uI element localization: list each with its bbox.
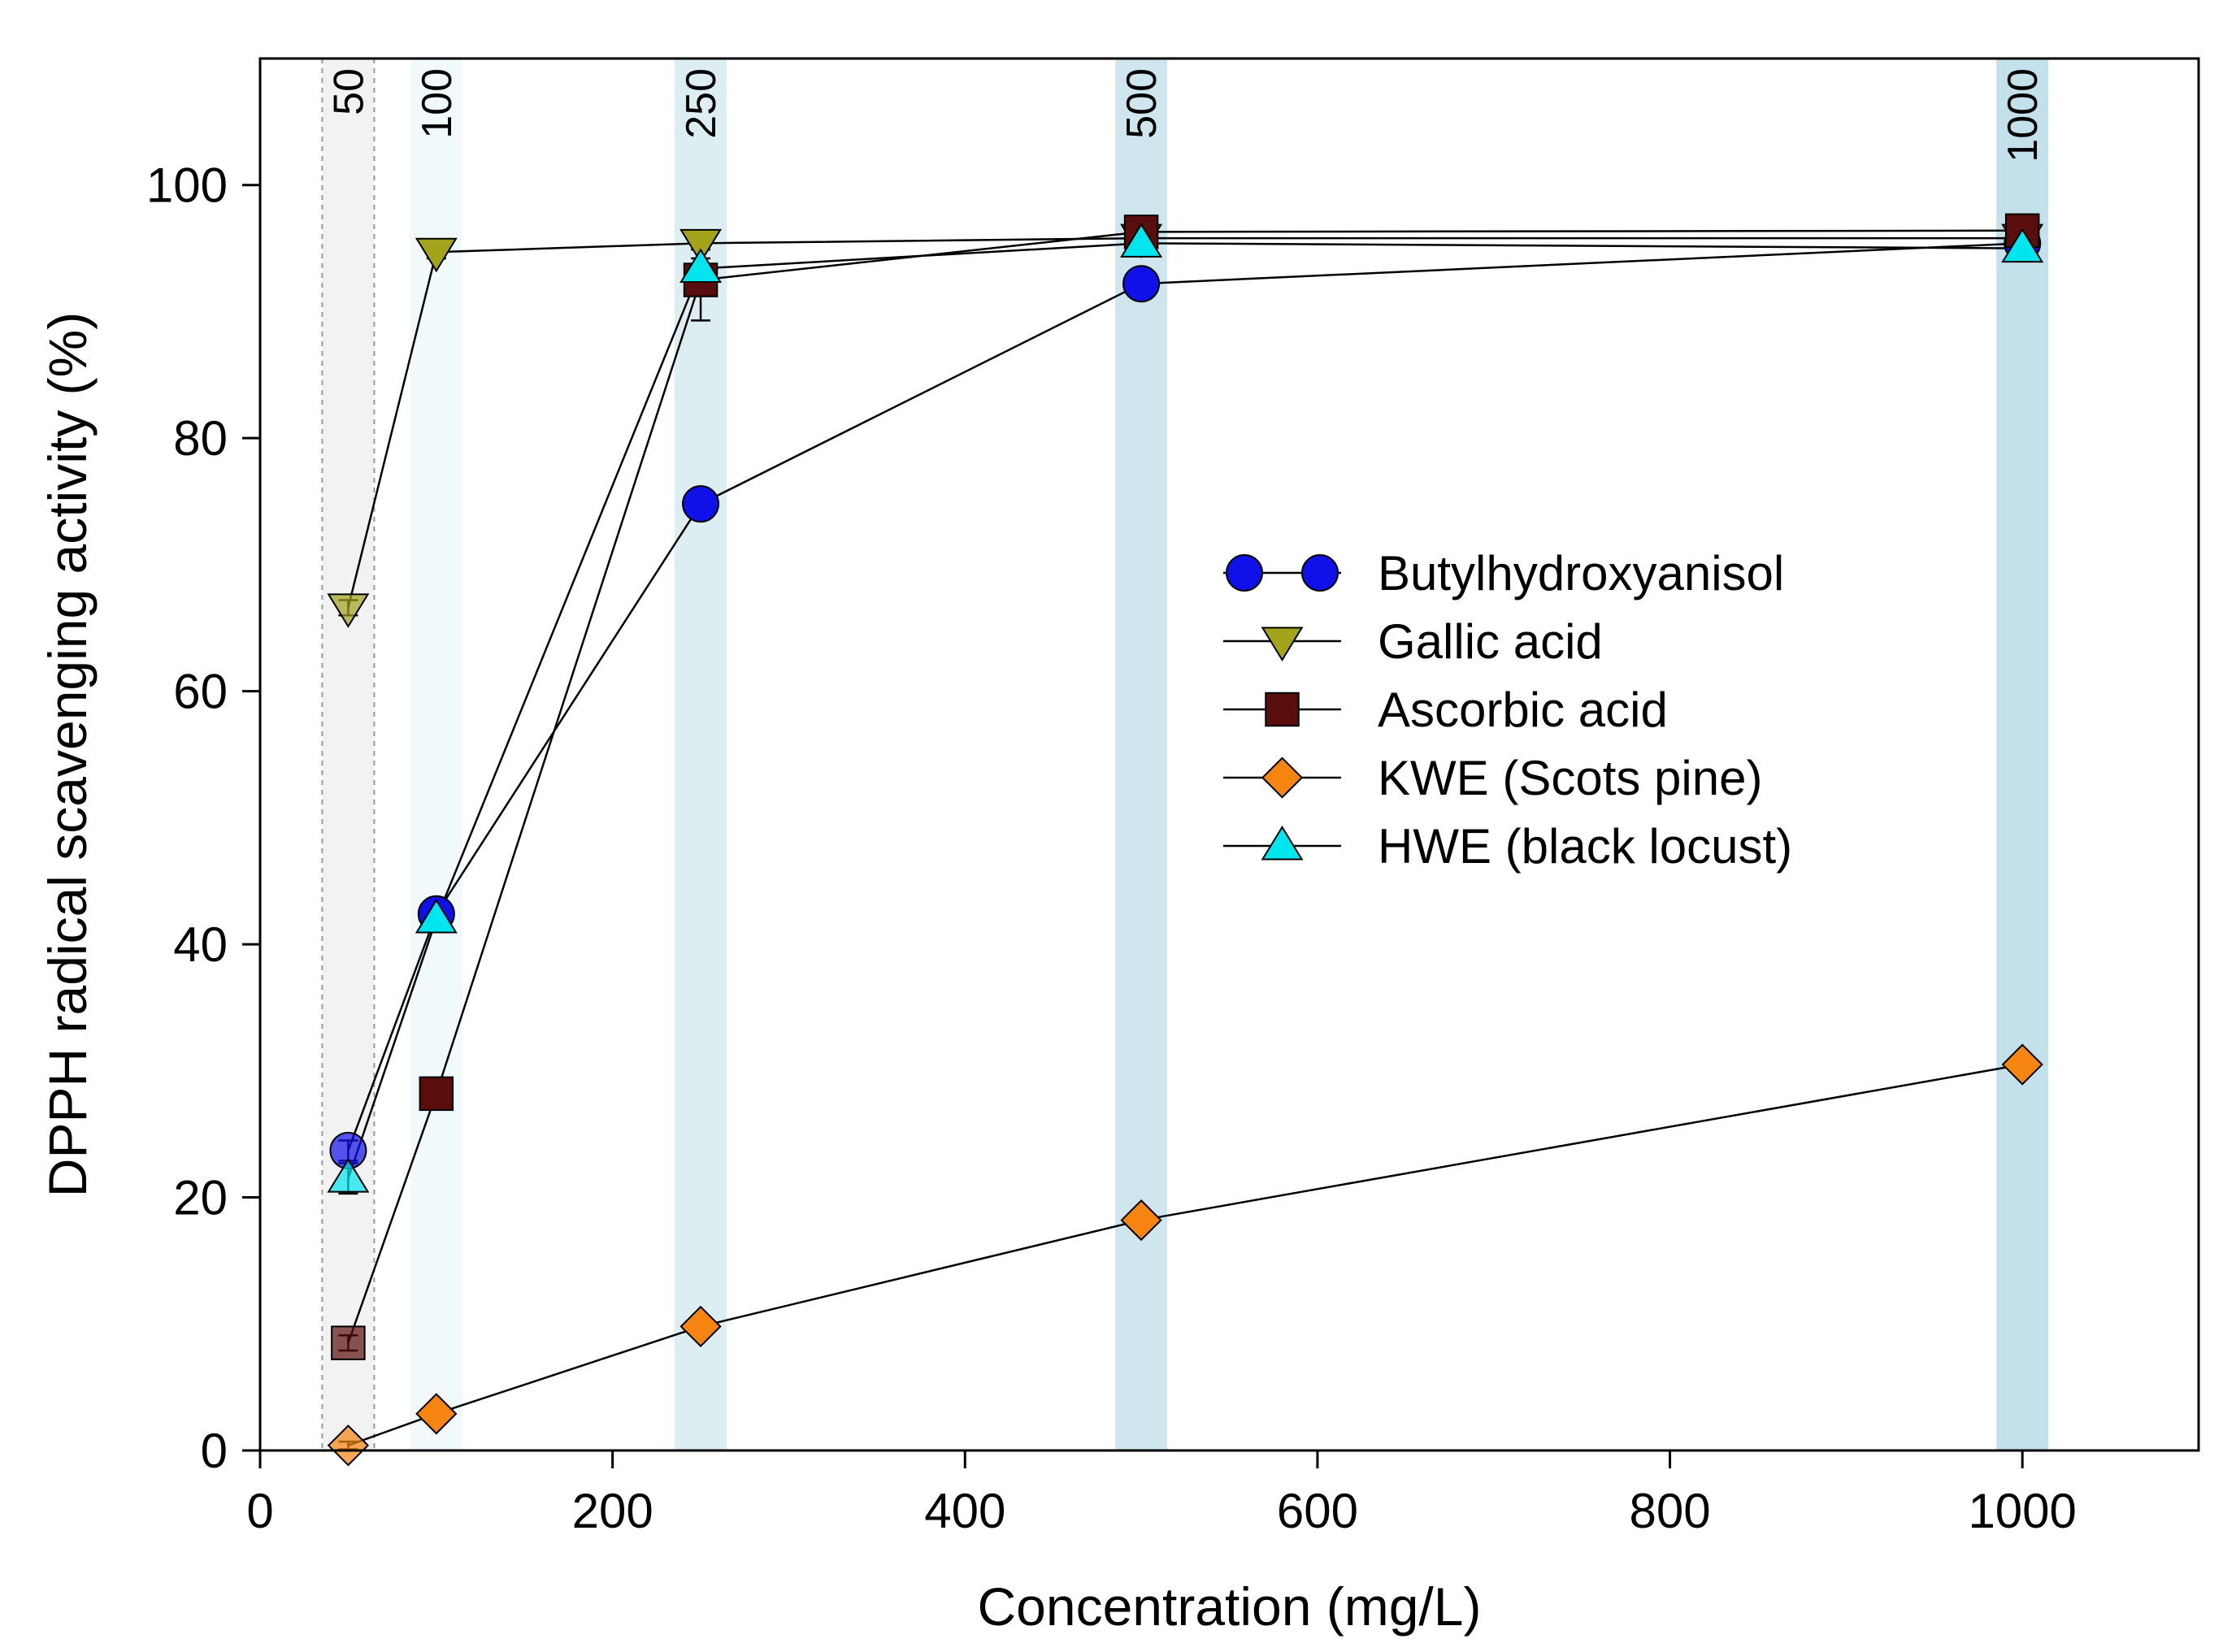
data-point-kwe-scots-pine <box>327 1424 370 1467</box>
x-axis-title: Concentration (mg/L) <box>978 1576 1482 1637</box>
x-tick-label: 600 <box>1277 1484 1358 1538</box>
legend-marker-hwe-black-locust <box>1261 825 1304 861</box>
y-tick-label: 80 <box>173 411 228 466</box>
band-50 <box>322 59 375 1450</box>
data-point-hwe-black-locust <box>415 898 458 934</box>
y-axis-title: DPPH radical scavenging activity (%) <box>37 312 98 1197</box>
y-tick-label: 20 <box>173 1171 228 1225</box>
band-1000 <box>1996 59 2049 1450</box>
band-label-250: 250 <box>678 68 725 139</box>
legend-marker-gallic-acid <box>1261 627 1304 662</box>
legend-label-gallic-acid: Gallic acid <box>1378 614 1603 669</box>
data-point-gallic-acid <box>415 237 458 273</box>
data-point-kwe-scots-pine <box>2001 1043 2043 1086</box>
x-tick-label: 0 <box>246 1484 273 1538</box>
legend-label-butylhydroxyanisol: Butylhydroxyanisol <box>1378 546 1784 601</box>
data-point-hwe-black-locust <box>679 248 723 284</box>
y-tick-label: 100 <box>146 158 228 213</box>
legend-marker-ascorbic-acid <box>1265 692 1300 727</box>
y-axis-ticks: 0 20 40 60 80 100 <box>146 158 260 1478</box>
y-tick-label: 60 <box>173 665 228 719</box>
data-point-butylhydroxyanisol <box>682 485 720 523</box>
y-tick-label: 0 <box>201 1424 228 1478</box>
series-markers <box>327 213 2044 1467</box>
series-line-ascorbic-acid <box>347 229 2023 1344</box>
legend-marker-kwe-scots-pine <box>1261 757 1304 799</box>
plot-frame <box>258 57 2200 1452</box>
data-point-gallic-acid <box>679 228 723 264</box>
x-axis-ticks: 0 200 400 600 800 1000 <box>246 1450 2077 1538</box>
x-tick-label: 800 <box>1629 1484 1710 1538</box>
x-tick-label: 1000 <box>1968 1484 2076 1538</box>
data-point-hwe-black-locust <box>1120 223 1163 258</box>
data-point-kwe-scots-pine <box>679 1305 722 1348</box>
legend-label-hwe-black-locust: HWE (black locust) <box>1378 819 1792 874</box>
legend: Butylhydroxyanisol Gallic acid Ascorbic ac… <box>1223 546 1792 874</box>
band-label-100: 100 <box>414 68 461 139</box>
data-point-hwe-black-locust <box>327 1158 370 1193</box>
band-label-50: 50 <box>325 68 372 115</box>
legend-marker-butylhydroxyanisol <box>1226 554 1263 592</box>
y-tick-label: 40 <box>173 917 228 972</box>
data-point-hwe-black-locust <box>2001 228 2044 263</box>
highlight-bands <box>321 59 2049 1450</box>
x-tick-label: 400 <box>924 1484 1005 1538</box>
series-line-butylhydroxyanisol <box>347 242 2023 1151</box>
band-label-1000: 1000 <box>1999 68 2047 163</box>
legend-label-ascorbic-acid: Ascorbic acid <box>1378 683 1668 737</box>
data-point-gallic-acid <box>327 593 370 628</box>
legend-label-kwe-scots-pine: KWE (Scots pine) <box>1378 751 1762 805</box>
series-line-hwe-black-locust <box>347 242 2023 1179</box>
data-point-ascorbic-acid <box>419 1076 454 1112</box>
legend-marker-butylhydroxyanisol <box>1301 554 1339 592</box>
data-point-kwe-scots-pine <box>415 1393 458 1435</box>
data-point-ascorbic-acid <box>331 1325 366 1360</box>
band-100 <box>410 59 462 1450</box>
band-label-500: 500 <box>1118 68 1166 139</box>
band-labels: 50 100 250 500 1000 <box>325 68 2047 163</box>
data-point-butylhydroxyanisol <box>1122 265 1161 303</box>
x-tick-label: 200 <box>572 1484 653 1538</box>
series-line-kwe-scots-pine <box>347 1063 2023 1446</box>
data-point-kwe-scots-pine <box>1120 1199 1162 1242</box>
